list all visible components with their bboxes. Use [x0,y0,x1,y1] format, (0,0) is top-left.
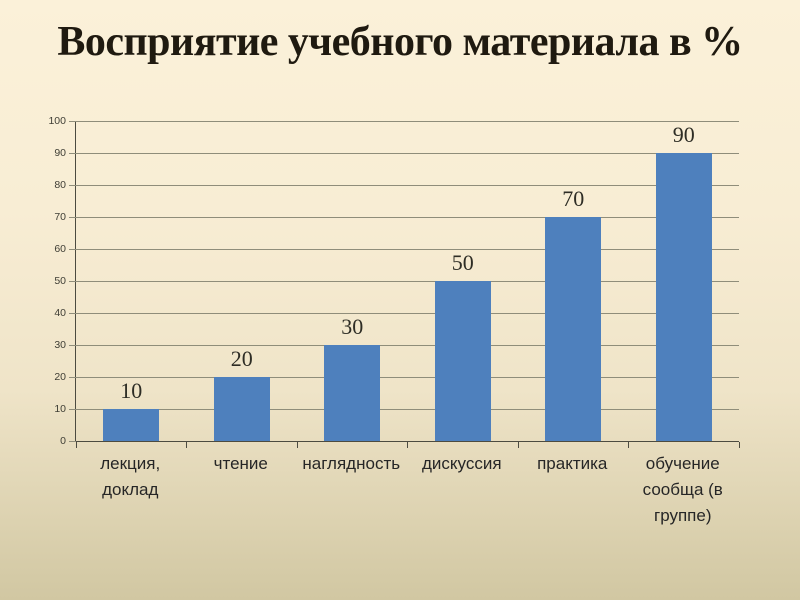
gridline [76,217,739,218]
x-axis-tick [407,442,408,448]
bar [213,377,270,441]
y-axis-tick [69,441,76,442]
y-tick-label: 0 [60,435,66,447]
gridline [76,153,739,154]
y-axis-tick [69,121,76,122]
gridline [76,345,739,346]
gridline [76,377,739,378]
y-tick-label: 80 [54,179,66,191]
bar-value-label: 50 [451,250,474,275]
category-label: лекция, доклад [100,454,161,499]
bar [655,153,712,441]
category-label: практика [537,454,608,473]
y-tick-label: 30 [54,339,66,351]
y-axis-tick [69,185,76,186]
slide-title: Восприятие учебного материала в % [57,19,743,65]
bar [103,409,160,441]
bar-value-label: 70 [562,186,585,211]
y-tick-label: 90 [54,147,66,159]
y-axis-tick [69,281,76,282]
bar-value-label: 30 [341,314,364,339]
x-axis-tick [75,442,77,448]
y-axis-tick [69,313,76,314]
category-label: дискуссия [421,454,502,473]
gridline [76,313,739,314]
x-axis-tick [738,442,740,448]
bar [324,345,381,441]
y-axis-tick [69,345,76,346]
y-tick-label: 40 [54,307,66,319]
category-label: чтение [213,454,268,473]
x-axis-tick [517,442,519,448]
bar [545,217,602,441]
x-axis-tick [296,442,298,448]
category-label: обучение сообща (в группе) [642,454,723,525]
gridline [76,121,739,122]
y-tick-label: 70 [54,211,66,223]
y-axis-tick [69,409,76,410]
plot-area: 0 10 20 30 40 50 60 70 80 90 100 10 20 30 50 70 90 [48,115,740,448]
y-tick-label: 60 [54,243,66,255]
y-tick-label: 100 [48,115,66,127]
bar-value-label: 90 [672,122,695,147]
y-axis-tick [69,249,76,250]
y-tick-label: 20 [54,371,66,383]
category-label: наглядность [302,454,401,473]
bar [434,281,491,441]
gridline [76,249,739,250]
bar-value-label: 20 [230,346,253,371]
x-axis-tick [628,442,629,448]
bar-value-label: 10 [120,378,143,403]
y-axis-tick [69,377,76,378]
gridline [76,281,739,282]
y-tick-label: 10 [54,403,66,415]
y-axis-tick [69,217,76,218]
y-axis-tick [69,153,76,154]
gridline [76,185,739,186]
gridline [76,409,739,410]
x-axis-tick [186,442,187,448]
y-tick-label: 50 [54,275,66,287]
